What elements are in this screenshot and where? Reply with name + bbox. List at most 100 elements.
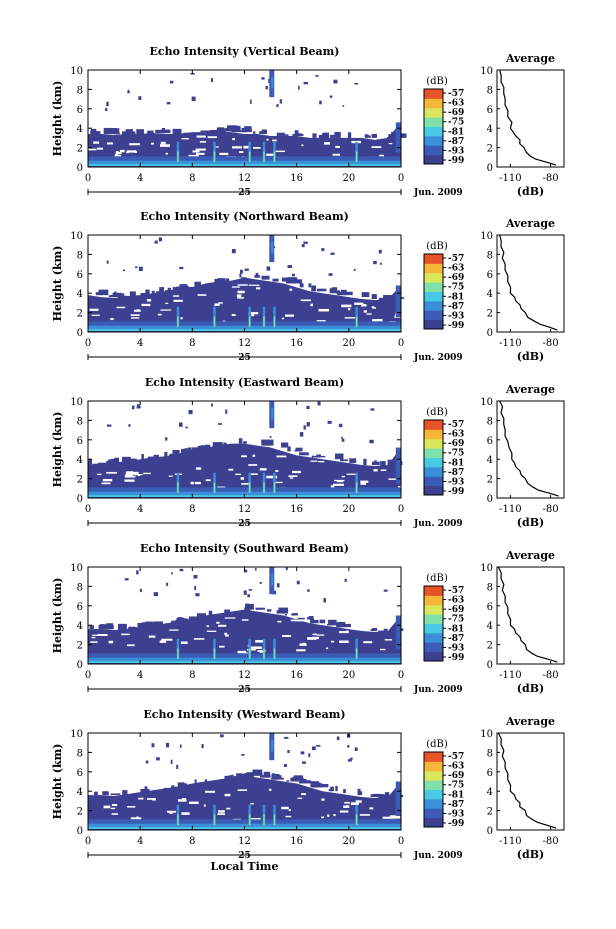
echo-gap	[195, 148, 206, 151]
echo-speck	[250, 99, 252, 104]
echo-spike-core	[177, 482, 179, 494]
echo-fragment	[371, 461, 380, 466]
echo-gap	[355, 800, 362, 803]
echo-gap	[157, 313, 162, 316]
echo-fragment	[160, 130, 169, 134]
echo-fragment	[308, 283, 312, 288]
echo-fragment	[224, 443, 227, 446]
echo-gap	[292, 470, 301, 474]
colorbar-tick-label: -57	[448, 752, 464, 762]
echo-streak-core	[271, 241, 274, 254]
average-x-tick-label: -80	[543, 338, 559, 349]
echo-gap	[167, 810, 176, 813]
echo-gap	[119, 149, 125, 153]
echo-speck	[311, 746, 316, 751]
echo-fragment	[344, 623, 351, 628]
echo-speck	[176, 764, 179, 769]
echo-gap	[161, 638, 173, 641]
colorbar-segment	[424, 135, 443, 146]
echo-edge	[395, 285, 401, 318]
echo-gap	[251, 313, 255, 317]
y-tick-label: 8	[77, 748, 83, 759]
echo-speck	[188, 410, 193, 415]
echo-spike-core	[263, 316, 265, 328]
echo-gap	[360, 482, 366, 485]
echo-spike-core	[263, 814, 265, 826]
echo-fragment	[335, 291, 342, 294]
echo-speck	[124, 578, 129, 581]
echo-fragment	[179, 284, 188, 291]
echo-gap	[255, 640, 265, 643]
echo-gap	[225, 634, 229, 637]
echo-gap	[325, 647, 329, 650]
echo-fragment	[343, 459, 348, 462]
echo-fragment	[281, 442, 289, 448]
echo-fragment	[224, 609, 230, 614]
colorbar-tick-label: -93	[448, 146, 464, 156]
echo-speck	[306, 422, 310, 427]
echo-gap	[247, 649, 256, 651]
echo-fragment	[165, 290, 170, 294]
average-frame	[496, 566, 565, 665]
echo-fragment	[267, 439, 274, 446]
echo-fragment	[151, 290, 155, 296]
colorbar-segment	[424, 586, 443, 596]
x-tick-label: 16	[290, 173, 303, 184]
echo-fragment	[311, 456, 321, 458]
echo-gap	[125, 474, 133, 478]
echo-spike-core	[273, 482, 276, 494]
y-tick-label: 0	[77, 163, 83, 174]
echo-gap	[275, 150, 286, 153]
echo-gap	[253, 147, 261, 149]
average-profile-line	[499, 69, 557, 166]
echo-band-low	[88, 657, 401, 662]
echo-gap	[231, 314, 236, 316]
average-y-tick-label: 4	[487, 621, 493, 632]
echo-speck	[341, 436, 343, 440]
echo-speck	[247, 594, 250, 598]
average-profile-line	[497, 566, 558, 663]
colorbar-tick-label: -81	[448, 127, 464, 137]
echo-gap	[272, 139, 277, 142]
echo-speck	[217, 423, 223, 425]
echo-fragment	[388, 134, 391, 138]
echo-speck	[239, 273, 242, 278]
echo-fragment	[299, 452, 309, 456]
echo-fragment	[261, 275, 270, 280]
heatmap	[88, 733, 404, 830]
echo-gap	[289, 288, 293, 291]
echo-fragment	[95, 131, 101, 135]
echo-fragment	[145, 621, 153, 628]
echo-speck	[341, 438, 345, 442]
echo-speck	[139, 588, 142, 593]
echo-band-mid	[88, 321, 401, 327]
month-label: Jun. 2009	[413, 188, 463, 198]
echo-band-mid	[88, 653, 401, 659]
echo-speck	[303, 81, 308, 85]
echo-gap	[177, 799, 187, 802]
echo-fragment	[311, 783, 321, 788]
colorbar-segment	[424, 642, 443, 653]
echo-fragment	[245, 603, 249, 610]
echo-streak-core	[271, 407, 274, 420]
echo-spike-core	[273, 151, 276, 163]
echo-gap	[388, 478, 398, 480]
echo-gap	[232, 146, 243, 149]
heatmap	[88, 401, 407, 498]
echo-speck	[321, 248, 325, 252]
heatmap	[88, 567, 406, 664]
echo-fragment	[106, 460, 113, 465]
echo-band-low	[88, 325, 401, 330]
echo-edge	[395, 447, 401, 484]
echo-fragment	[312, 133, 317, 138]
x-tick-label: 4	[137, 173, 143, 184]
echo-gap	[321, 798, 325, 801]
average-x-tick-label: -80	[543, 504, 559, 515]
echo-gap	[205, 790, 216, 793]
echo-gap	[189, 801, 199, 805]
echo-gap	[224, 793, 231, 797]
echo-fragment	[363, 462, 367, 466]
echo-gap	[138, 797, 144, 800]
x-tick-label: 0	[398, 504, 404, 515]
echo-gap	[219, 645, 225, 648]
